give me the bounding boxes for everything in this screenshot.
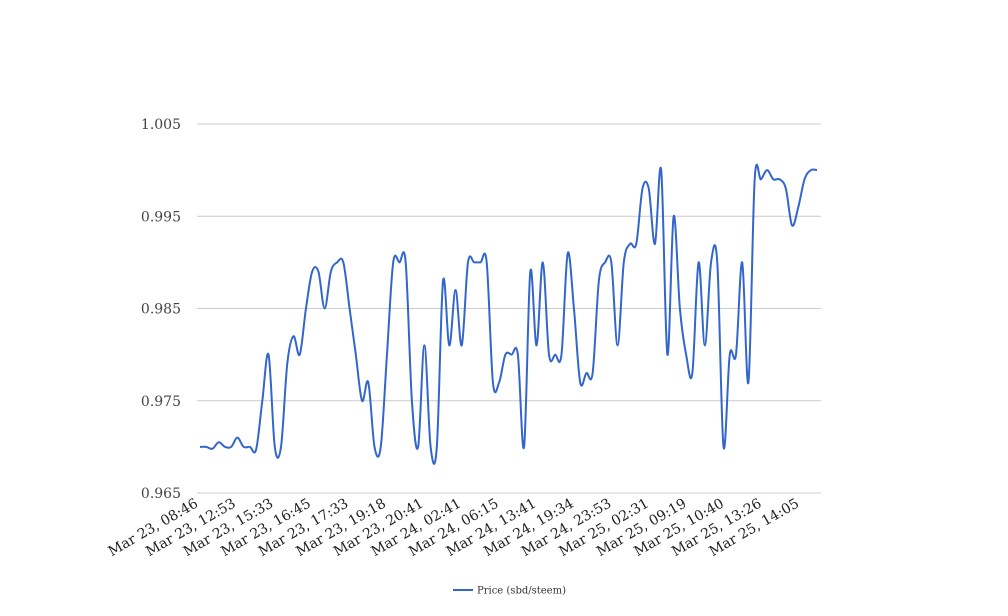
- y-tick-label: 0.965: [141, 486, 181, 502]
- series-line-price[interactable]: [199, 163, 818, 465]
- series-layer: [199, 163, 818, 465]
- y-tick-label: 0.975: [141, 394, 181, 410]
- legend-label-price: Price (sbd/steem): [477, 586, 566, 597]
- legend[interactable]: Price (sbd/steem): [453, 586, 566, 597]
- gridlines: [197, 123, 821, 494]
- y-axis-tick-labels: 0.965 0.975 0.985 0.995 1.005: [141, 117, 181, 502]
- y-tick-label: 0.995: [141, 209, 181, 225]
- y-tick-label: 1.005: [141, 117, 181, 133]
- y-tick-label: 0.985: [141, 302, 181, 318]
